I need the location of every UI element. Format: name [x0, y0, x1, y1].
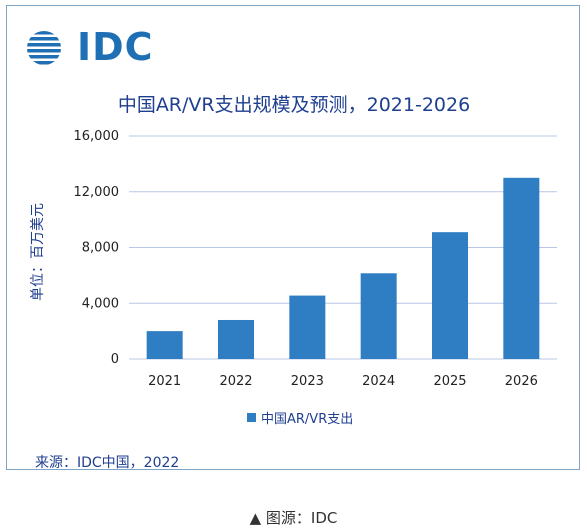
bar-2024 [360, 273, 397, 359]
bar-chart: 0 4,000 8,000 12,000 16,000 2021 2022 2023 2024 2… [74, 129, 557, 389]
x-tick-label: 2024 [362, 374, 395, 389]
chart-frame: IDC 中国AR/VR支出规模及预测，2021-2026 单位：百万美元 0 4,… [6, 5, 580, 471]
y-tick-label: 12,000 [74, 185, 120, 200]
y-tick-label: 16,000 [74, 129, 120, 144]
chart-title: 中国AR/VR支出规模及预测，2021-2026 [117, 94, 471, 116]
x-tick-label: 2026 [505, 374, 538, 389]
bar-2022 [218, 319, 254, 359]
bar-2021 [146, 331, 183, 359]
image-caption: ▲ 图源：IDC [249, 509, 338, 527]
x-tick-label: 2025 [433, 374, 466, 389]
source-note: 来源：IDC中国，2022 [35, 455, 180, 471]
x-tick-label: 2021 [148, 374, 181, 389]
legend-swatch [247, 413, 256, 422]
y-tick-label: 4,000 [82, 296, 119, 311]
bar-2025 [432, 232, 468, 359]
bar-2023 [289, 295, 326, 359]
legend-label: 中国AR/VR支出 [261, 412, 354, 427]
legend: 中国AR/VR支出 [247, 408, 353, 427]
idc-logo: IDC [25, 27, 153, 68]
idc-globe-icon [27, 31, 61, 65]
x-tick-label: 2022 [219, 374, 252, 389]
bar-2026 [503, 177, 540, 359]
logo-text: IDC [77, 25, 154, 69]
x-tick-label: 2023 [291, 374, 324, 389]
y-tick-label: 8,000 [82, 241, 119, 256]
y-tick-label: 0 [111, 352, 119, 367]
